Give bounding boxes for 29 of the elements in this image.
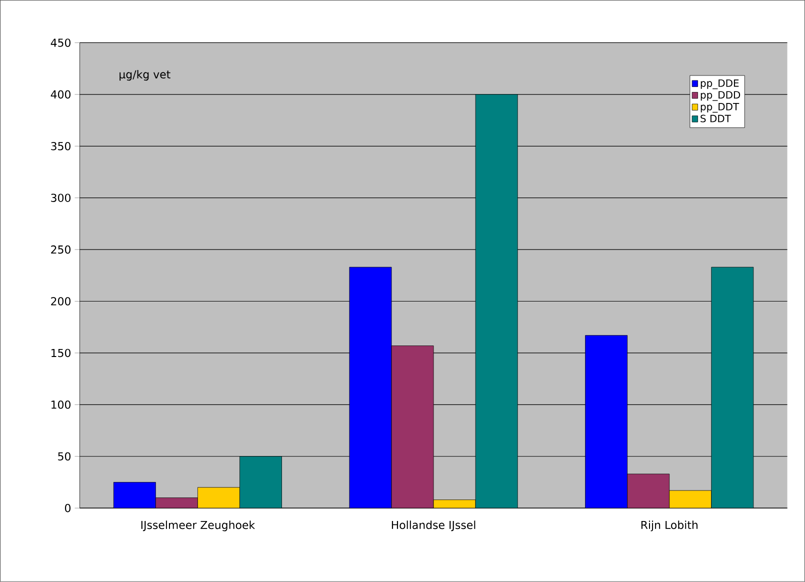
- bar: [391, 346, 434, 508]
- bar: [240, 456, 282, 508]
- y-tick-label: 300: [51, 194, 70, 202]
- y-tick-label: 250: [51, 245, 70, 254]
- legend-label: pp_DDT: [700, 103, 740, 113]
- x-tick-label: Rijn Lobith: [641, 520, 698, 532]
- bar: [475, 94, 518, 508]
- legend-label: pp_DDD: [700, 91, 740, 101]
- y-tick-label: 150: [52, 348, 70, 358]
- legend-label: S DDT: [700, 114, 731, 122]
- bar: [113, 482, 156, 508]
- bar: [627, 474, 670, 508]
- y-tick-label: 100: [52, 400, 70, 409]
- y-tick-label: 200: [51, 297, 70, 306]
- bar: [669, 490, 712, 508]
- bar: [197, 487, 240, 508]
- x-tick-label: Hollandse IJssel: [392, 520, 476, 532]
- y-tick-label: 50: [58, 452, 70, 461]
- legend-label: pp_DDE: [700, 80, 739, 90]
- bar: [156, 498, 198, 508]
- y-tick-label: 0: [64, 504, 70, 512]
- x-tick-label: IJsselmeer Zeughoek: [141, 520, 256, 532]
- y-tick-label: 400: [50, 90, 70, 99]
- bar: [349, 267, 392, 508]
- y-tick-label: 450: [50, 38, 70, 47]
- annotation: µg/kg vet: [120, 70, 170, 81]
- y-tick-label: 350: [51, 142, 70, 150]
- bar: [711, 267, 754, 508]
- bar: [585, 335, 628, 508]
